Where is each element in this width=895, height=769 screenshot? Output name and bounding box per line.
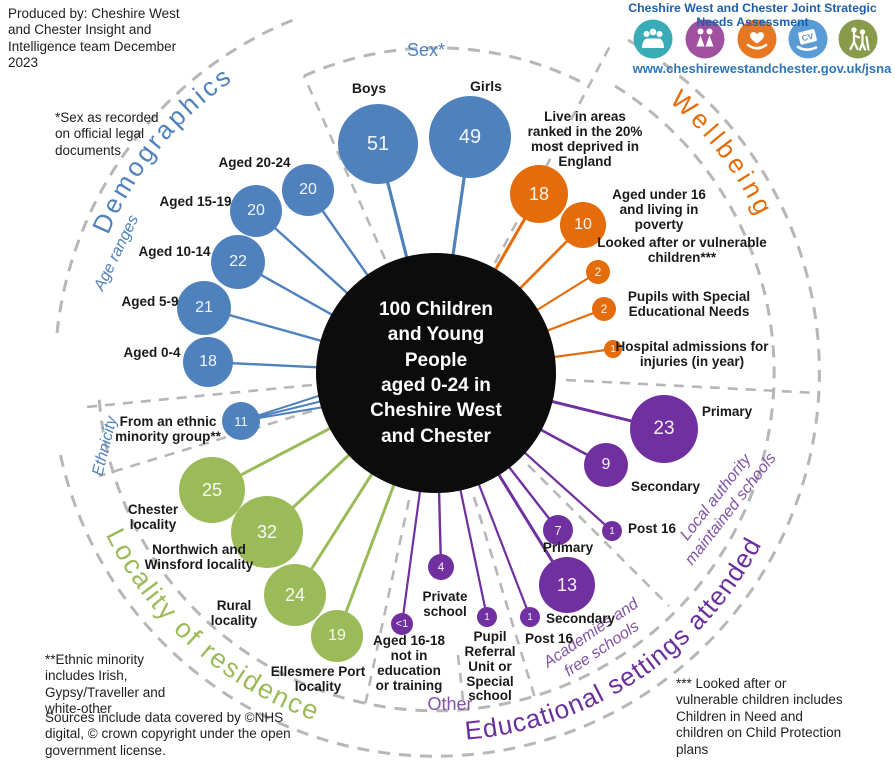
center-line: and Young [387, 324, 485, 346]
label-ethnic-minority: From an ethnic minority group** [115, 414, 221, 444]
center-line: and Chester [381, 425, 491, 447]
section-title-sex: Sex* [406, 40, 446, 60]
looked-after-footnote: *** Looked after or vulnerable children … [676, 676, 843, 757]
bubble-aged-10-14: 22 [211, 235, 265, 289]
section-title-other: Other [427, 694, 473, 714]
bubble-deprived-areas: 18 [510, 165, 568, 223]
bubble-aged-20-24: 20 [282, 164, 334, 216]
people-group-icon [633, 19, 673, 59]
assisted-walking-icon [838, 19, 878, 59]
bubble-sen: 2 [592, 297, 616, 321]
label-poverty: Aged under 16 and living in poverty [612, 187, 706, 232]
bubble-poverty: 10 [560, 202, 606, 248]
bubble-la-post16: 1 [602, 521, 622, 541]
bubble-girls: 49 [429, 96, 511, 178]
label-aged-20-24: Aged 20-24 [218, 155, 291, 170]
bubble-private-school: 4 [428, 554, 454, 580]
children-icon [685, 19, 725, 59]
bubble-la-primary: 23 [630, 395, 698, 463]
bubble-ethnic-minority: 11 [222, 402, 260, 440]
label-sen: Pupils with Special Educational Needs [627, 289, 751, 319]
label-aged-0-4: Aged 0-4 [123, 345, 181, 360]
label-neet: Aged 16-18 not in education or training [372, 633, 446, 693]
jsna-logo-url: www.cheshirewestandchester.gov.uk/jsna [632, 61, 892, 76]
label-la-post16: Post 16 [627, 521, 677, 536]
label-academy-primary: Primary [542, 540, 594, 555]
center-line: People [404, 349, 468, 371]
cv-document-icon: CV [788, 19, 828, 59]
bubble-pru-special: 1 [477, 607, 497, 627]
jsna-logo-title: Cheshire West and Chester Joint Strategi… [628, 1, 877, 29]
sources-footnote: Sources include data covered by ©NHS dig… [45, 710, 291, 758]
bubble-aged-15-19: 20 [230, 185, 282, 237]
label-aged-10-14: Aged 10-14 [138, 244, 211, 259]
label-pru-special: Pupil Referral Unit or Special school [464, 629, 516, 704]
label-hospital-admissions: Hospital admissions for injuries (in yea… [615, 339, 769, 369]
label-rural: Rural locality [210, 598, 258, 628]
center-total-circle: 100 Children and Young People aged 0-24 … [316, 253, 556, 493]
label-aged-15-19: Aged 15-19 [159, 194, 232, 209]
bubble-chester: 25 [179, 457, 245, 523]
label-la-secondary: Secondary [630, 479, 701, 494]
bubble-hospital-admissions: 1 [604, 340, 622, 358]
bubble-northwich-winsford: 32 [231, 496, 303, 568]
bubble-academy-primary: 7 [543, 515, 573, 545]
bubble-neet: <1 [391, 613, 413, 635]
bubble-academy-secondary: 13 [539, 557, 595, 613]
bubble-looked-after: 2 [586, 260, 610, 284]
label-boys: Boys [351, 80, 387, 96]
ethnic-minority-footnote: **Ethnic minority includes Irish, Gypsy/… [45, 652, 166, 717]
heart-in-hands-icon [737, 19, 777, 59]
label-looked-after: Looked after or vulnerable children*** [597, 235, 767, 265]
center-line: 100 Children [378, 298, 494, 320]
label-la-primary: Primary [701, 404, 753, 419]
label-academy-post16: Post 16 [524, 631, 574, 646]
bubble-ellesmere-port: 19 [311, 610, 363, 662]
bubble-academy-post16: 1 [520, 607, 540, 627]
label-girls: Girls [470, 78, 502, 94]
label-private-school: Private school [422, 589, 468, 619]
produced-by-note: Produced by: Cheshire West and Chester I… [8, 6, 180, 71]
cv-text: CV [801, 31, 815, 44]
label-academy-secondary: Secondary [545, 611, 616, 626]
label-aged-5-9: Aged 5-9 [121, 294, 179, 309]
bubble-boys: 51 [338, 104, 418, 184]
label-deprived-areas: Live in areas ranked in the 20% most dep… [527, 109, 643, 169]
bubble-aged-5-9: 21 [177, 281, 231, 335]
jsna-logo-icons: CV [633, 19, 878, 59]
label-chester: Chester locality [127, 502, 179, 532]
bubble-aged-0-4: 18 [183, 337, 233, 387]
center-line: Cheshire West [370, 400, 502, 422]
label-ellesmere-port: Ellesmere Port locality [270, 664, 366, 694]
bubble-la-secondary: 9 [584, 443, 628, 487]
bubble-rural: 24 [264, 564, 326, 626]
label-northwich-winsford: Northwich and Winsford locality [144, 542, 254, 572]
center-line: aged 0-24 in [381, 375, 491, 396]
sex-footnote: *Sex as recorded on official legal docum… [55, 110, 159, 158]
dashed-section-separators [85, 45, 818, 711]
dashed-section-arcs [55, 18, 821, 758]
